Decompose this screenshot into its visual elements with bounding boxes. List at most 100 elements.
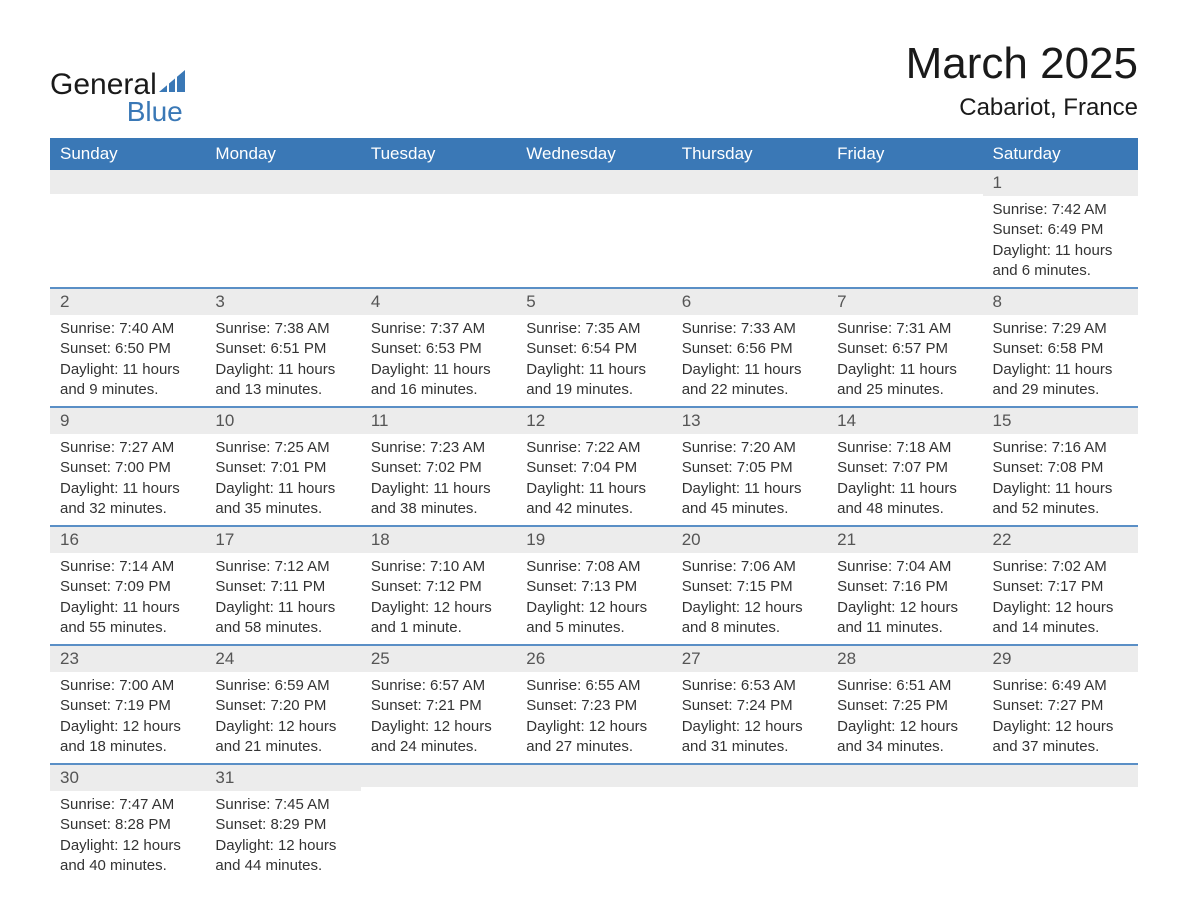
day-body: Sunrise: 7:14 AMSunset: 7:09 PMDaylight:… <box>50 553 205 644</box>
day-cell-num: 28 <box>827 644 982 672</box>
daylight-text: Daylight: 12 hours and 40 minutes. <box>60 836 195 877</box>
day-number <box>361 170 516 194</box>
sunset-text: Sunset: 7:20 PM <box>215 696 350 716</box>
sunrise-text: Sunrise: 7:31 AM <box>837 319 972 339</box>
sunset-text: Sunset: 7:17 PM <box>993 577 1128 597</box>
sunset-text: Sunset: 7:15 PM <box>682 577 817 597</box>
day-cell-num: 24 <box>205 644 360 672</box>
day-number: 17 <box>205 525 360 553</box>
day-number <box>672 170 827 194</box>
day-cell-num: 3 <box>205 287 360 315</box>
day-cell-body <box>361 196 516 287</box>
week-body-row: Sunrise: 7:47 AMSunset: 8:28 PMDaylight:… <box>50 791 1138 882</box>
day-number: 9 <box>50 406 205 434</box>
day-cell-body: Sunrise: 6:57 AMSunset: 7:21 PMDaylight:… <box>361 672 516 763</box>
day-number <box>672 763 827 787</box>
daylight-text: Daylight: 12 hours and 1 minute. <box>371 598 506 639</box>
day-body <box>361 791 516 811</box>
day-number: 6 <box>672 287 827 315</box>
sunset-text: Sunset: 6:58 PM <box>993 339 1128 359</box>
daylight-text: Daylight: 11 hours and 9 minutes. <box>60 360 195 401</box>
day-cell-num: 9 <box>50 406 205 434</box>
day-number: 27 <box>672 644 827 672</box>
weekday-header: Thursday <box>672 138 827 170</box>
day-cell-body <box>361 791 516 882</box>
day-number: 29 <box>983 644 1138 672</box>
day-cell-body: Sunrise: 7:14 AMSunset: 7:09 PMDaylight:… <box>50 553 205 644</box>
daylight-text: Daylight: 12 hours and 21 minutes. <box>215 717 350 758</box>
day-cell-body: Sunrise: 7:16 AMSunset: 7:08 PMDaylight:… <box>983 434 1138 525</box>
sunrise-text: Sunrise: 7:16 AM <box>993 438 1128 458</box>
sunset-text: Sunset: 7:09 PM <box>60 577 195 597</box>
daylight-text: Daylight: 11 hours and 29 minutes. <box>993 360 1128 401</box>
day-cell-num: 6 <box>672 287 827 315</box>
day-body: Sunrise: 6:51 AMSunset: 7:25 PMDaylight:… <box>827 672 982 763</box>
day-number <box>827 763 982 787</box>
day-cell-num: 30 <box>50 763 205 791</box>
daylight-text: Daylight: 11 hours and 16 minutes. <box>371 360 506 401</box>
day-cell-num: 16 <box>50 525 205 553</box>
daylight-text: Daylight: 11 hours and 32 minutes. <box>60 479 195 520</box>
daylight-text: Daylight: 12 hours and 37 minutes. <box>993 717 1128 758</box>
sunset-text: Sunset: 7:11 PM <box>215 577 350 597</box>
sunrise-text: Sunrise: 7:12 AM <box>215 557 350 577</box>
day-cell-num: 25 <box>361 644 516 672</box>
sunrise-text: Sunrise: 7:06 AM <box>682 557 817 577</box>
day-number: 28 <box>827 644 982 672</box>
logo-text-blue: Blue <box>50 98 185 126</box>
daylight-text: Daylight: 12 hours and 27 minutes. <box>526 717 661 758</box>
daylight-text: Daylight: 12 hours and 8 minutes. <box>682 598 817 639</box>
calendar-table: Sunday Monday Tuesday Wednesday Thursday… <box>50 138 1138 882</box>
day-body: Sunrise: 7:06 AMSunset: 7:15 PMDaylight:… <box>672 553 827 644</box>
day-cell-num: 31 <box>205 763 360 791</box>
day-body: Sunrise: 6:53 AMSunset: 7:24 PMDaylight:… <box>672 672 827 763</box>
day-body: Sunrise: 7:16 AMSunset: 7:08 PMDaylight:… <box>983 434 1138 525</box>
day-number: 11 <box>361 406 516 434</box>
day-number: 15 <box>983 406 1138 434</box>
day-cell-body: Sunrise: 7:20 AMSunset: 7:05 PMDaylight:… <box>672 434 827 525</box>
day-number: 26 <box>516 644 671 672</box>
day-cell-body: Sunrise: 7:22 AMSunset: 7:04 PMDaylight:… <box>516 434 671 525</box>
day-cell-body: Sunrise: 7:47 AMSunset: 8:28 PMDaylight:… <box>50 791 205 882</box>
weekday-header: Monday <box>205 138 360 170</box>
day-body: Sunrise: 7:38 AMSunset: 6:51 PMDaylight:… <box>205 315 360 406</box>
sunset-text: Sunset: 6:54 PM <box>526 339 661 359</box>
day-number: 2 <box>50 287 205 315</box>
sunset-text: Sunset: 7:13 PM <box>526 577 661 597</box>
day-body <box>983 791 1138 811</box>
day-cell-num <box>205 170 360 196</box>
day-body <box>361 196 516 216</box>
daylight-text: Daylight: 11 hours and 13 minutes. <box>215 360 350 401</box>
day-cell-body: Sunrise: 6:53 AMSunset: 7:24 PMDaylight:… <box>672 672 827 763</box>
sunrise-text: Sunrise: 7:42 AM <box>993 200 1128 220</box>
day-cell-num <box>983 763 1138 791</box>
day-cell-body: Sunrise: 7:42 AMSunset: 6:49 PMDaylight:… <box>983 196 1138 287</box>
sunset-text: Sunset: 7:12 PM <box>371 577 506 597</box>
day-cell-num: 8 <box>983 287 1138 315</box>
day-body <box>205 196 360 216</box>
day-cell-num <box>672 763 827 791</box>
weekday-header: Wednesday <box>516 138 671 170</box>
day-cell-body: Sunrise: 7:10 AMSunset: 7:12 PMDaylight:… <box>361 553 516 644</box>
day-number: 10 <box>205 406 360 434</box>
sunset-text: Sunset: 7:02 PM <box>371 458 506 478</box>
sunrise-text: Sunrise: 7:45 AM <box>215 795 350 815</box>
day-cell-body: Sunrise: 7:23 AMSunset: 7:02 PMDaylight:… <box>361 434 516 525</box>
sunset-text: Sunset: 7:07 PM <box>837 458 972 478</box>
day-cell-body: Sunrise: 7:18 AMSunset: 7:07 PMDaylight:… <box>827 434 982 525</box>
day-number: 1 <box>983 170 1138 196</box>
sunset-text: Sunset: 7:08 PM <box>993 458 1128 478</box>
sunrise-text: Sunrise: 7:20 AM <box>682 438 817 458</box>
day-cell-body: Sunrise: 7:40 AMSunset: 6:50 PMDaylight:… <box>50 315 205 406</box>
sunrise-text: Sunrise: 7:04 AM <box>837 557 972 577</box>
sunset-text: Sunset: 6:56 PM <box>682 339 817 359</box>
day-body: Sunrise: 7:35 AMSunset: 6:54 PMDaylight:… <box>516 315 671 406</box>
day-cell-num: 23 <box>50 644 205 672</box>
day-body: Sunrise: 7:37 AMSunset: 6:53 PMDaylight:… <box>361 315 516 406</box>
day-body: Sunrise: 7:22 AMSunset: 7:04 PMDaylight:… <box>516 434 671 525</box>
day-number: 21 <box>827 525 982 553</box>
daylight-text: Daylight: 11 hours and 6 minutes. <box>993 241 1128 282</box>
day-cell-body: Sunrise: 7:33 AMSunset: 6:56 PMDaylight:… <box>672 315 827 406</box>
day-cell-body <box>205 196 360 287</box>
sunset-text: Sunset: 6:53 PM <box>371 339 506 359</box>
